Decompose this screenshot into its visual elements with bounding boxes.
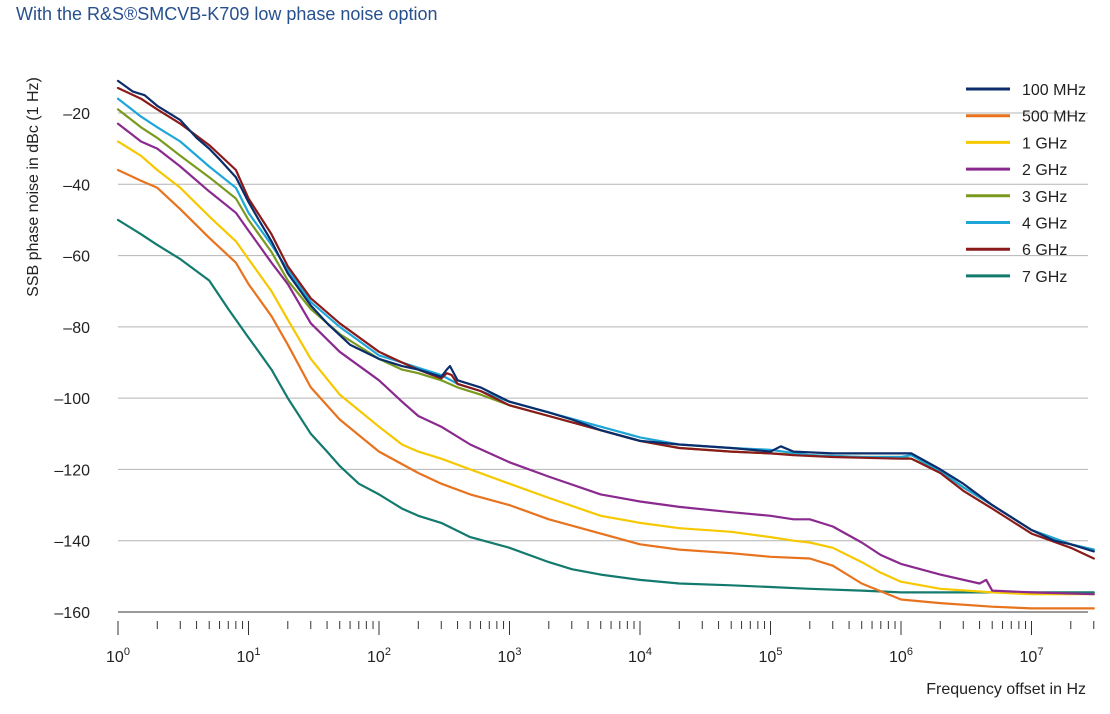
legend: 100 MHz 500 MHz 1 GHz 2 GHz 3 GHz 4 GHz 6 GHz 7… [966,82,1086,286]
x-tick-label: 100 [106,646,130,666]
series-line [116,122,1095,596]
x-tick-label: 104 [628,646,652,666]
y-axis-label: SSB phase noise in dBc (1 Hz) [25,77,42,297]
series-line [116,140,1095,596]
series-line [116,168,1095,610]
y-tick-label: –80 [63,320,90,337]
y-axis-ticks: –20 –40 –60 –80 –100 –120 –140 –160 [54,106,90,622]
y-tick-label: –20 [63,106,90,123]
y-tick-label: –140 [54,534,90,551]
legend-label: 3 GHz [1022,189,1067,206]
x-tick-label: 101 [237,646,261,666]
y-tick-label: –60 [63,249,90,266]
series-line [116,86,1095,560]
y-tick-label: –160 [54,605,90,622]
legend-label: 100 MHz [1022,82,1086,99]
legend-label: 6 GHz [1022,242,1067,259]
chart-title: With the R&S®SMCVB-K709 low phase noise … [16,4,438,24]
legend-label: 1 GHz [1022,135,1067,152]
legend-label: 2 GHz [1022,162,1067,179]
x-tick-label: 106 [889,646,913,666]
x-tick-label: 103 [498,646,522,666]
legend-label: 4 GHz [1022,216,1067,233]
y-tick-label: –120 [54,462,90,479]
series-lines [116,79,1095,610]
series-line [116,108,1095,551]
x-tick-label: 102 [367,646,391,666]
x-axis-label: Frequency offset in Hz [926,681,1086,698]
x-tick-label: 107 [1020,646,1044,666]
series-line [116,97,1095,551]
y-tick-label: –100 [54,391,90,408]
y-tick-label: –40 [63,177,90,194]
legend-label: 500 MHz [1022,109,1086,126]
series-line [116,218,1095,594]
x-tick-label: 105 [759,646,783,666]
legend-label: 7 GHz [1022,269,1067,286]
grid-lines [118,112,1088,613]
x-axis: 100 101 102 103 104 105 106 107 [106,621,1095,666]
series-line [116,79,1095,553]
